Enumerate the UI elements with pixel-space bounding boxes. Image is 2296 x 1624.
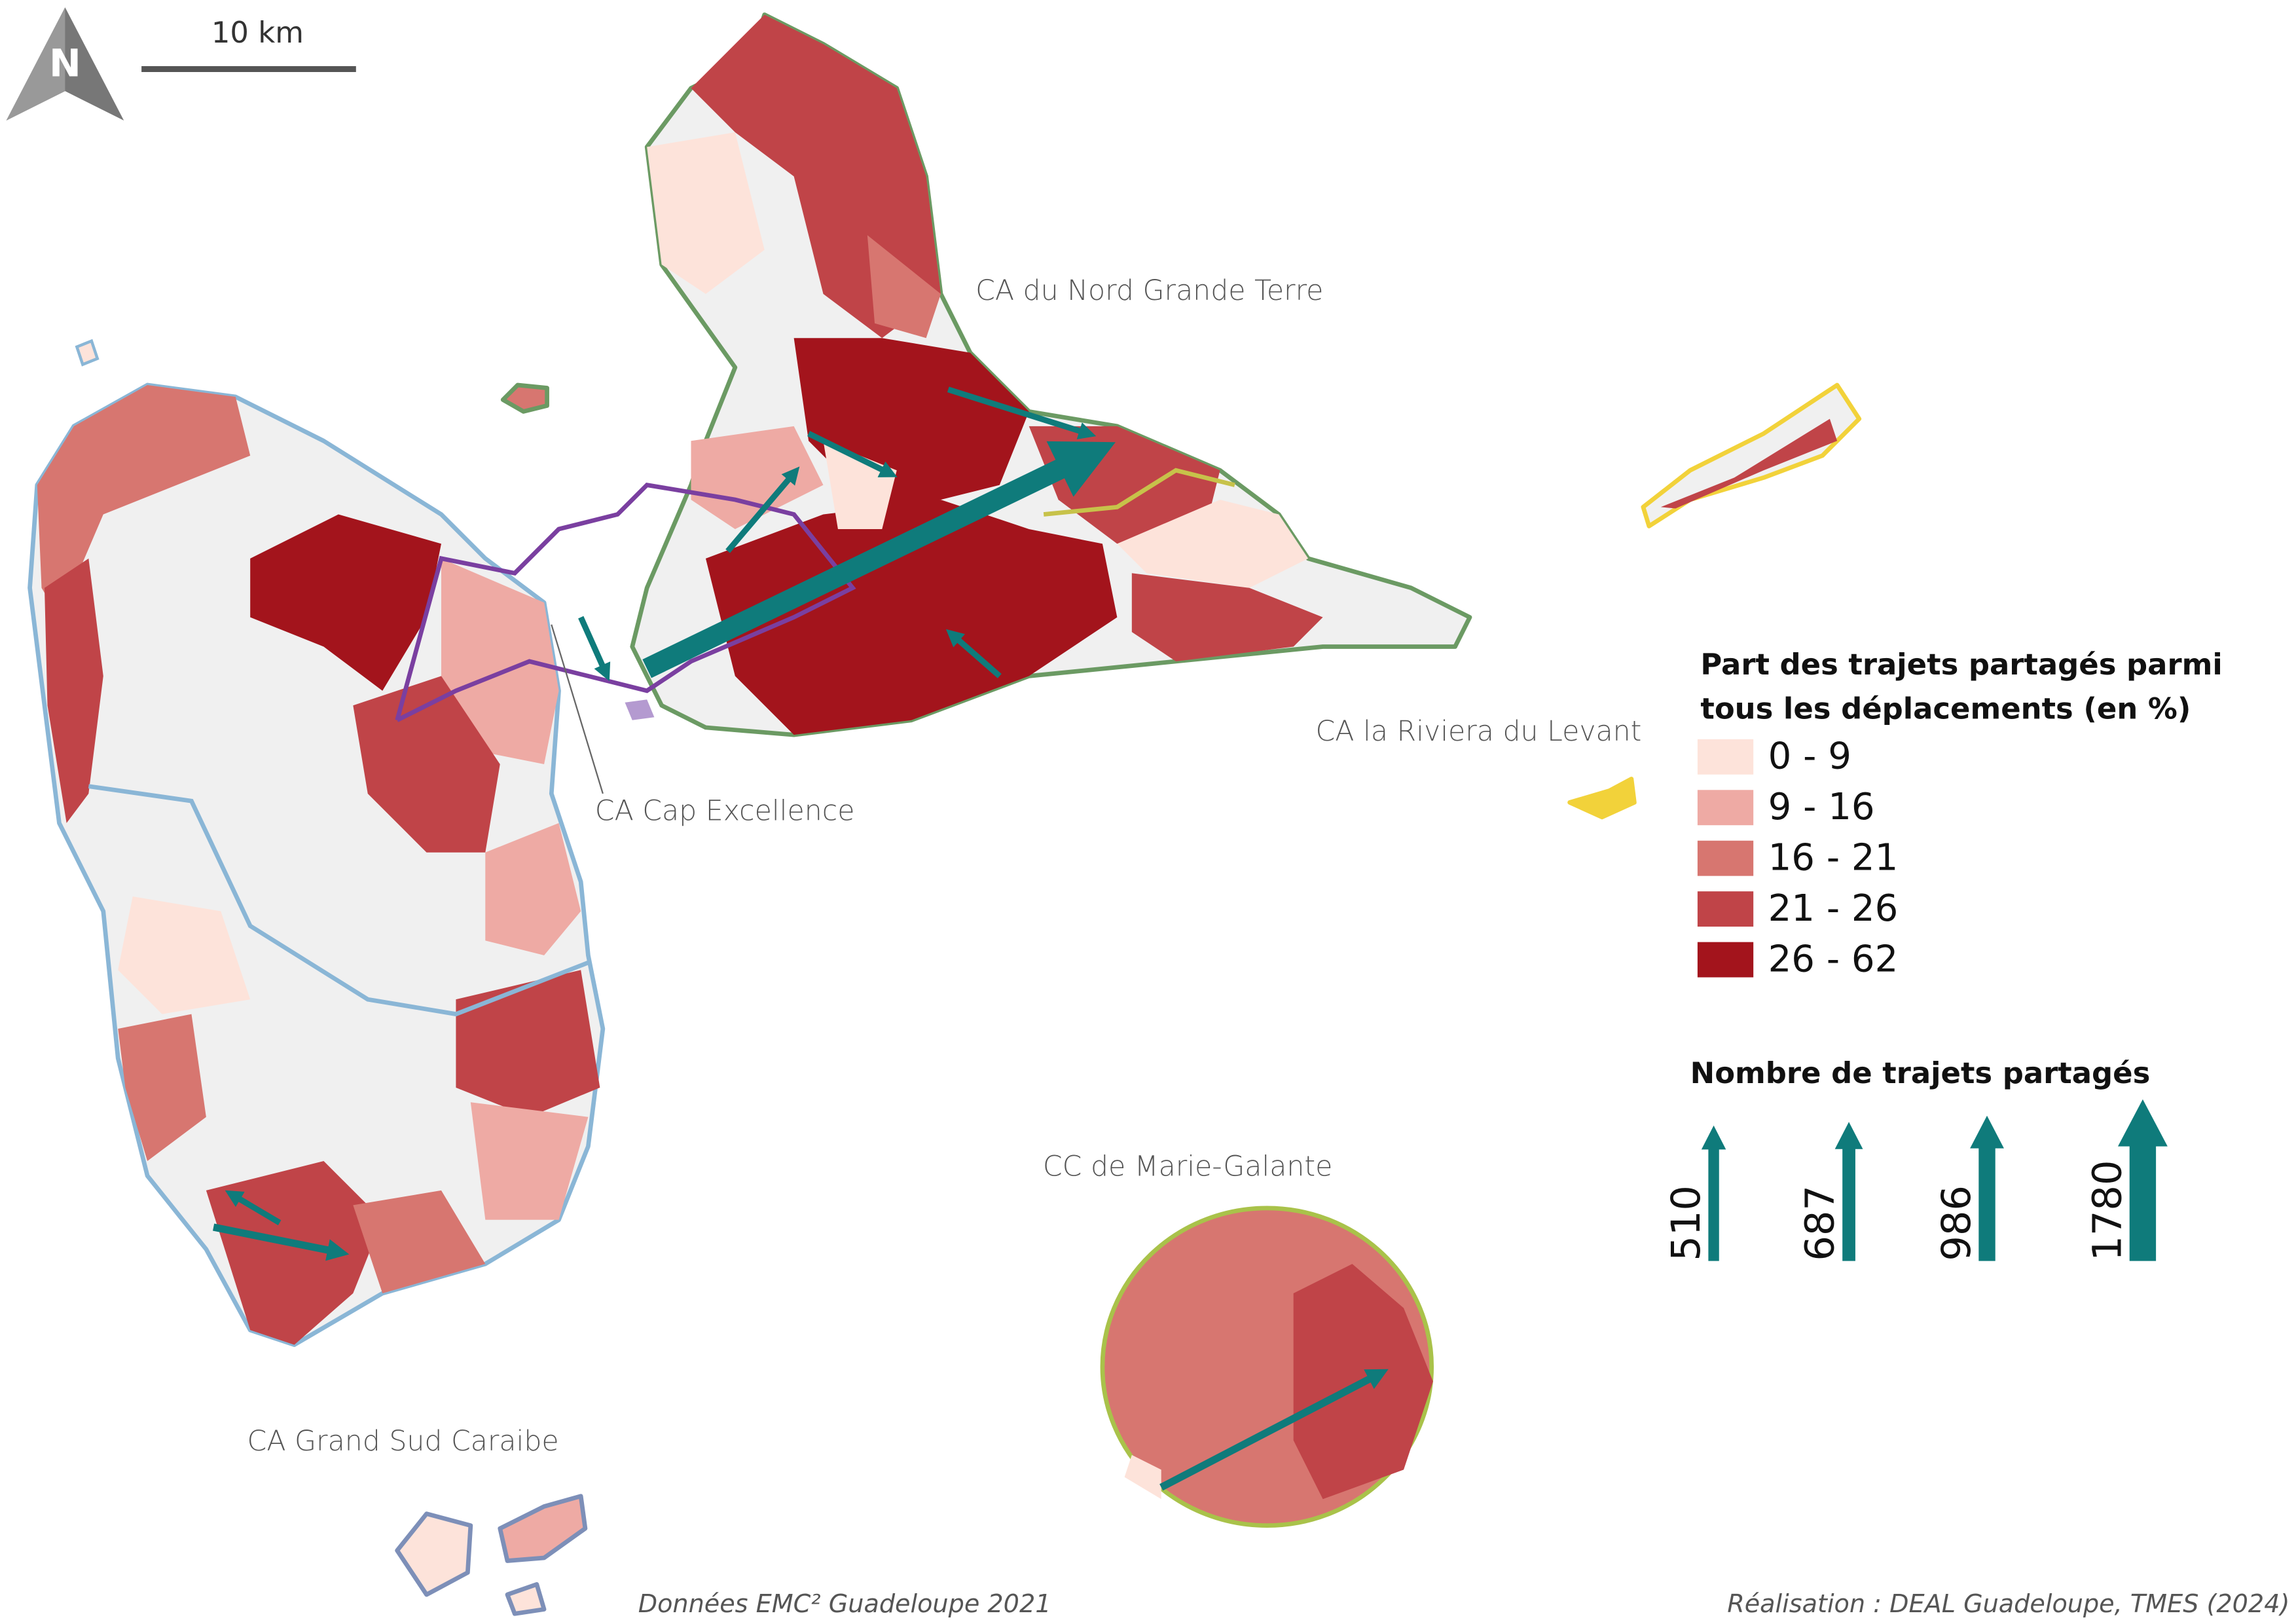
flow-legend-label: 986: [1934, 1185, 1980, 1261]
basse-terre: [27, 339, 606, 1347]
legend-label: 0 - 9: [1768, 735, 1851, 778]
islet: [625, 699, 655, 720]
region-label: CA la Riviera du Levant: [1316, 715, 1642, 748]
flow-legend-label: 687: [1798, 1185, 1844, 1261]
cap-excellence-boundary: [395, 483, 856, 722]
marie-galante: [1100, 1206, 1434, 1528]
islet: [500, 382, 549, 414]
region-label: CA Cap Excellence: [595, 794, 855, 827]
flow-legend-arrow: [1701, 1125, 1726, 1261]
scale-label: 10 km: [211, 15, 304, 50]
region-label: CA du Nord Grande Terre: [975, 274, 1323, 307]
north-arrow: N: [6, 7, 124, 121]
source: Données EMC² Guadeloupe 2021: [638, 1589, 1051, 1618]
legend: Part des trajets partagés parmi tous les…: [1664, 647, 2223, 1261]
north-label: N: [49, 41, 81, 86]
legend-label: 16 - 21: [1768, 837, 1899, 879]
flow-arrows: [212, 386, 1389, 1491]
legend-title: tous les déplacements (en %): [1700, 691, 2191, 726]
region-label: CA Grand Sud Caraibe: [247, 1425, 559, 1458]
flow-legend-title: Nombre de trajets partagés: [1690, 1056, 2151, 1090]
legend-swatch: [1697, 942, 1754, 978]
legend-label: 26 - 62: [1768, 938, 1899, 980]
region-label: CC de Marie-Galante: [1043, 1150, 1332, 1183]
legend-swatch: [1697, 790, 1754, 826]
grande-terre: [630, 12, 1472, 737]
legend-swatch: [1697, 891, 1754, 927]
legend-label: 9 - 16: [1768, 786, 1875, 828]
flow-legend-label: 510: [1664, 1185, 1709, 1261]
legend-swatch: [1697, 739, 1754, 775]
leader-line: [551, 624, 604, 794]
la-desirade: [1641, 382, 1862, 528]
petite-terre: [1567, 777, 1637, 820]
flow-legend-arrow: [1970, 1115, 2004, 1261]
les-saintes: [395, 1494, 588, 1616]
legend-title: Part des trajets partagés parmi: [1700, 647, 2222, 682]
legend-swatch: [1697, 840, 1754, 876]
flow-legend-arrow: [2117, 1099, 2168, 1261]
la-desirade-zone: [1660, 418, 1838, 509]
credit: Réalisation : DEAL Guadeloupe, TMES (202…: [1727, 1589, 2289, 1618]
flow-legend-arrow: [1834, 1122, 1863, 1261]
legend-label: 21 - 26: [1768, 887, 1899, 930]
flow-legend-label: 1780: [2085, 1160, 2130, 1261]
